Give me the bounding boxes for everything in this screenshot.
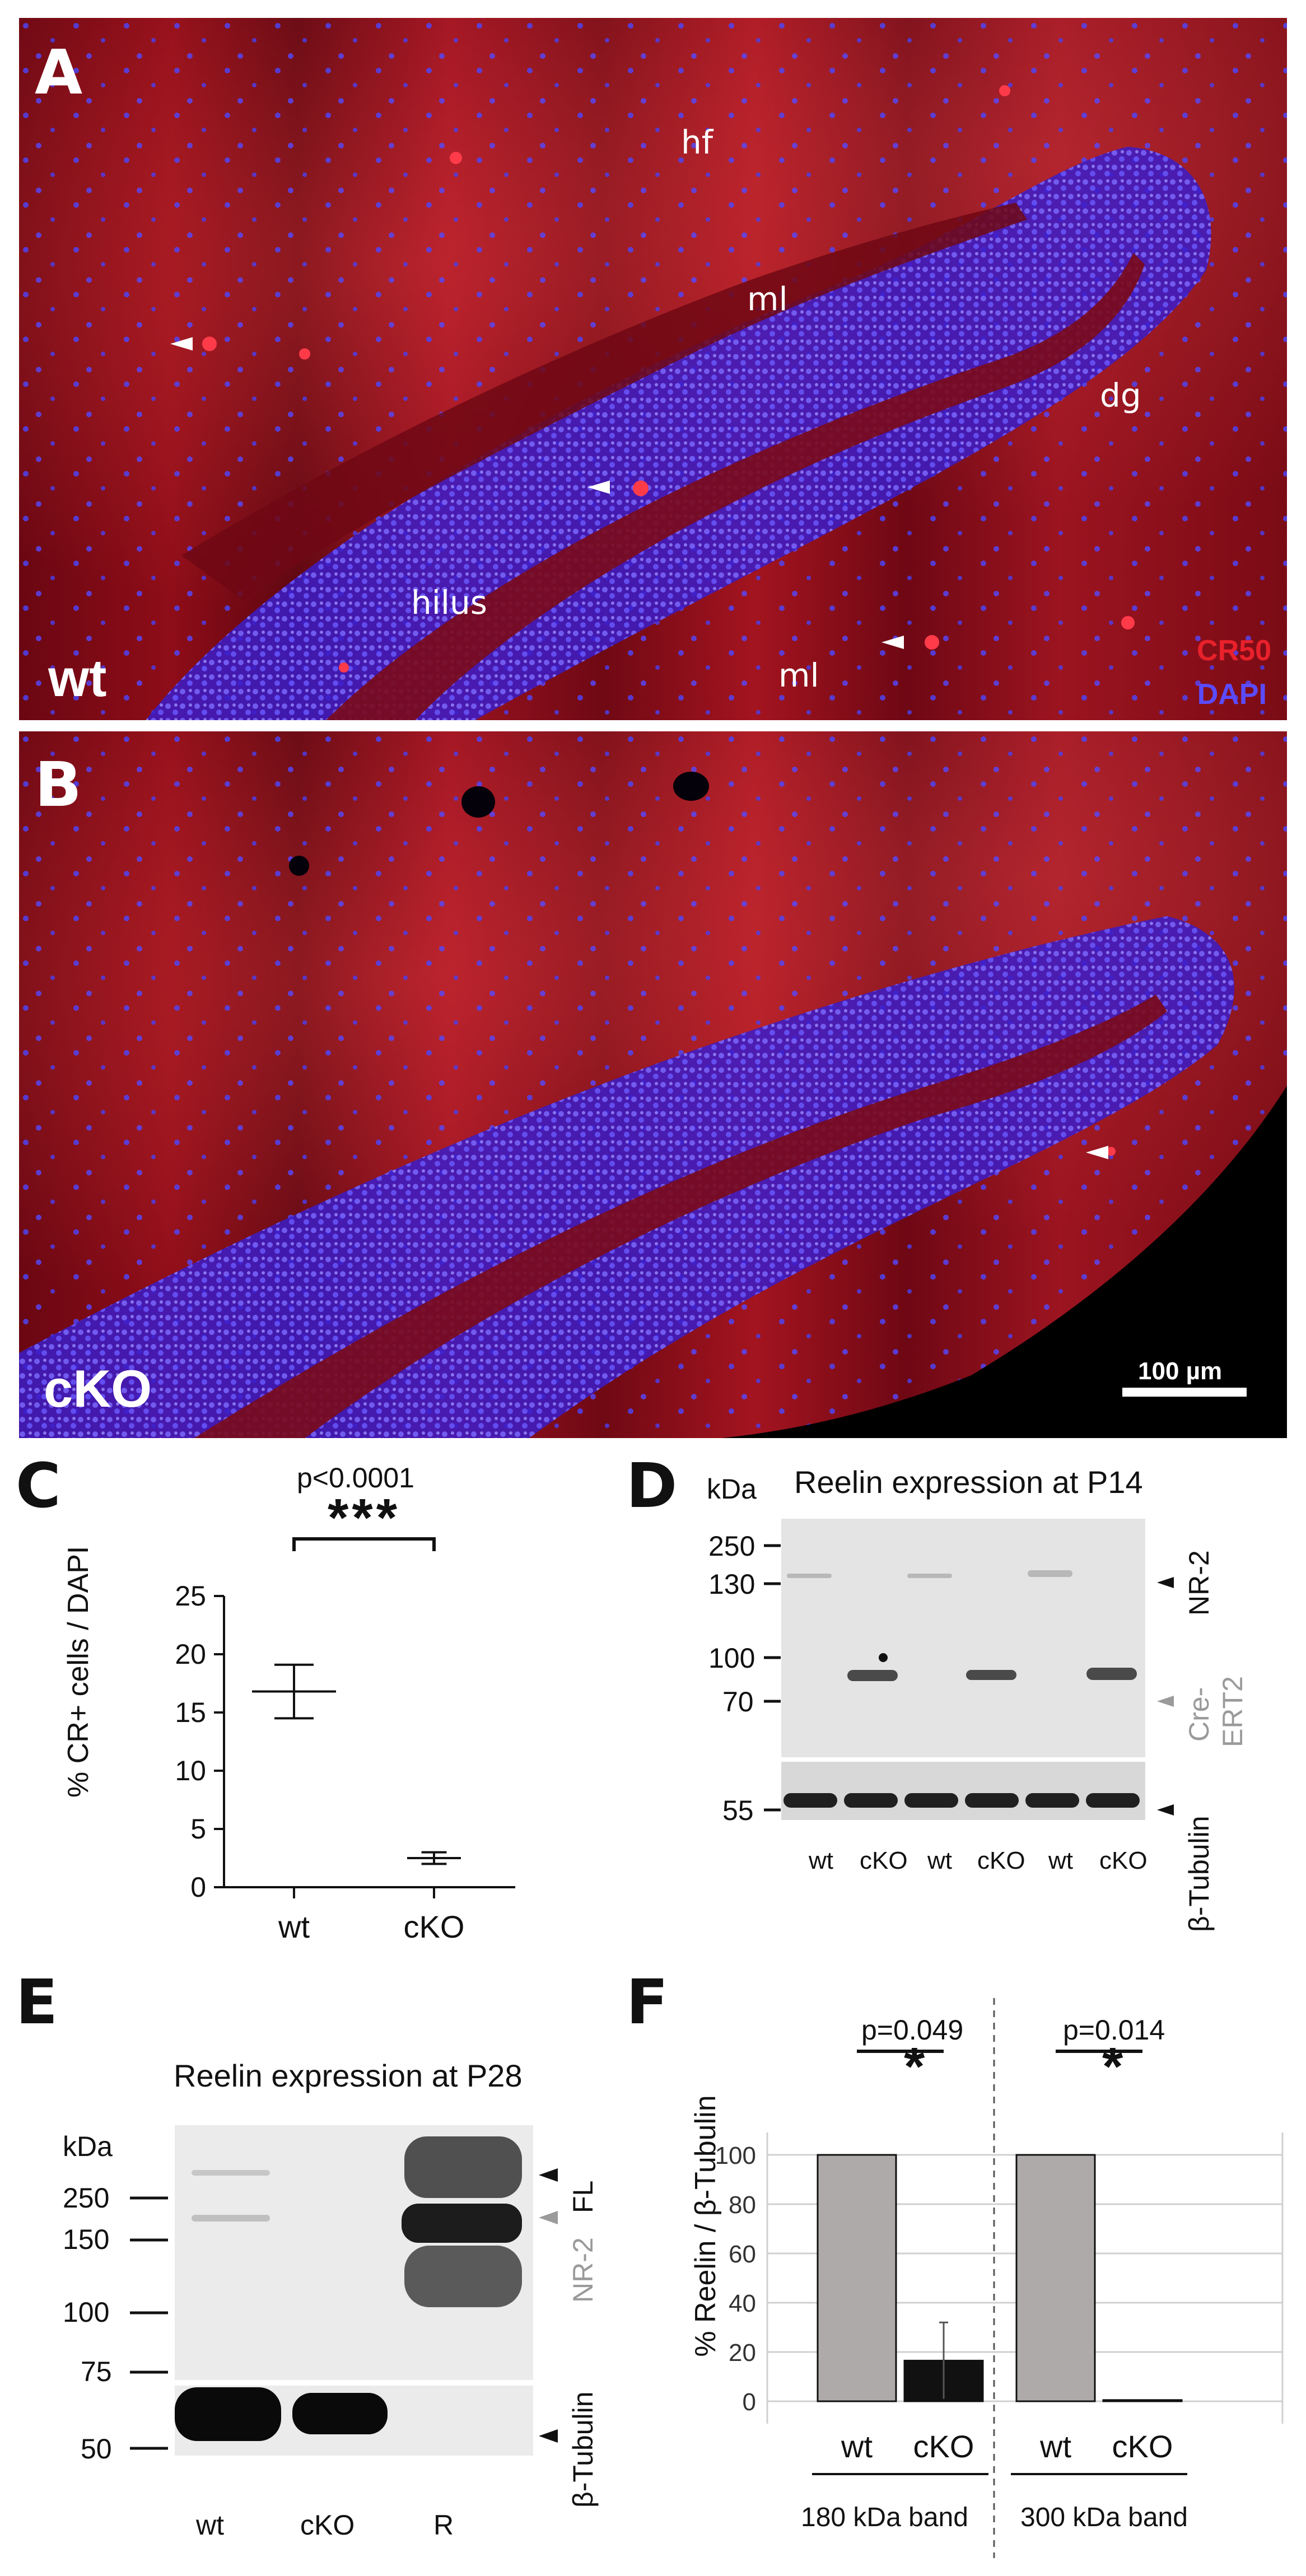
- stars-c: ***: [328, 1488, 401, 1548]
- x-tick-label-f-0-1: cKO: [913, 2429, 974, 2464]
- y-tick-label-c-2: 10: [175, 1755, 206, 1786]
- ylabel-c: % CR+ cells / DAPI: [62, 1546, 95, 1798]
- panel-letter-b: B: [35, 749, 82, 820]
- panel-letter-f: F: [626, 1966, 669, 2038]
- label-ml-top: ml: [747, 280, 788, 318]
- chart-f: 0 20 40 60 80 100 wt cKO wt cKO: [715, 1998, 1284, 2558]
- lane-d-5: wt: [1048, 1847, 1073, 1874]
- y-tick-label-f-4: 80: [729, 2191, 756, 2219]
- label-e-fl: FL: [567, 2180, 599, 2213]
- y-tick-label-c-3: 15: [175, 1697, 206, 1728]
- marker-d-70: 70: [722, 1686, 754, 1718]
- marker-e-150: 150: [63, 2224, 110, 2255]
- y-tick-label-c-0: 0: [190, 1872, 206, 1903]
- lane-d-2: cKO: [860, 1847, 908, 1874]
- chart-c: 0 5 10 15 20 25 wt cKO: [175, 1537, 515, 1944]
- star-f-left: *: [904, 2037, 925, 2097]
- y-tick-label-c-1: 5: [190, 1813, 206, 1845]
- marker-d-55: 55: [722, 1795, 754, 1826]
- kda-e: kDa: [63, 2131, 113, 2162]
- x-tick-label-c-1: cKO: [404, 1909, 465, 1944]
- panel-letter-d: D: [626, 1450, 678, 1522]
- lane-e-2: cKO: [300, 2509, 355, 2541]
- lane-d-4: cKO: [977, 1847, 1025, 1874]
- pvalue-f-right: p=0.014: [1063, 2014, 1165, 2046]
- label-e-tubulin: β-Tubulin: [567, 2391, 599, 2508]
- y-tick-label-f-3: 60: [729, 2241, 756, 2268]
- label-d-cre-2: ERT2: [1217, 1676, 1248, 1747]
- legend-cr50: CR50: [1197, 634, 1271, 667]
- x-tick-label-f-1-0: wt: [1039, 2429, 1071, 2464]
- marker-e-50: 50: [81, 2433, 112, 2465]
- y-tick-label-c-5: 25: [175, 1580, 206, 1612]
- blot-d-bands: [781, 1519, 1145, 1820]
- panel-letter-c: C: [16, 1450, 61, 1522]
- marker-d-100: 100: [708, 1642, 755, 1674]
- x-tick-label-f-1-1: cKO: [1112, 2429, 1173, 2464]
- y-tick-label-c-4: 20: [175, 1639, 206, 1670]
- markers-e: [130, 2168, 558, 2450]
- micrograph-a-drawing: [19, 18, 1287, 720]
- y-tick-label-f-2: 40: [729, 2290, 756, 2317]
- pvalue-f-left: p=0.049: [861, 2014, 964, 2046]
- label-ml-bottom: ml: [778, 656, 819, 694]
- marker-e-100: 100: [63, 2297, 110, 2328]
- marker-d-250: 250: [708, 1530, 755, 1562]
- x-tick-label-c-0: wt: [278, 1909, 310, 1944]
- genotype-label-cko: cKO: [44, 1359, 152, 1418]
- micrograph-a: hf ml dg hilus ml A wt CR50 DAPI: [17, 16, 1289, 722]
- group-label-180: 180 kDa band: [801, 2503, 968, 2532]
- label-hf: hf: [681, 123, 713, 161]
- label-dg: dg: [1100, 376, 1141, 414]
- label-d-nr2: NR-2: [1183, 1550, 1215, 1616]
- micrograph-b-drawing: [19, 731, 1287, 1438]
- y-tick-label-f-1: 20: [729, 2339, 756, 2367]
- label-e-nr2: NR-2: [567, 2237, 599, 2303]
- y-tick-label-f-5: 100: [715, 2142, 756, 2169]
- star-f-right: *: [1102, 2037, 1123, 2097]
- bar-f-0-0: [817, 2154, 897, 2402]
- blot-e: [175, 2125, 533, 2456]
- bar-f-1-1: [1102, 2399, 1183, 2402]
- markers-d: [764, 1544, 1174, 1816]
- label-hilus: hilus: [411, 584, 487, 622]
- title-e: Reelin expression at P28: [174, 2058, 523, 2093]
- lane-e-3: R: [433, 2509, 454, 2541]
- marker-e-75: 75: [81, 2356, 112, 2387]
- bar-f-1-0: [1015, 2154, 1096, 2402]
- panel-letter-e: E: [16, 1966, 58, 2038]
- genotype-label-wt: wt: [48, 648, 107, 707]
- blot-d: [781, 1519, 1145, 1820]
- panel-letter-a: A: [35, 36, 83, 108]
- significance-bracket-c: [292, 1537, 436, 1551]
- x-tick-label-f-0-0: wt: [841, 2429, 873, 2464]
- lane-d-1: wt: [809, 1847, 833, 1874]
- lane-d-3: wt: [927, 1847, 952, 1874]
- lane-d-6: cKO: [1099, 1847, 1148, 1874]
- group-label-300: 300 kDa band: [1020, 2503, 1188, 2532]
- marker-d-130: 130: [708, 1569, 755, 1600]
- legend-dapi: DAPI: [1197, 678, 1267, 711]
- scalebar-label: 100 µm: [1138, 1357, 1223, 1385]
- blot-e-bands: [175, 2125, 533, 2456]
- lane-e-1: wt: [196, 2509, 224, 2541]
- ylabel-f: % Reelin / β-Tubulin: [689, 2095, 722, 2357]
- marker-e-250: 250: [63, 2182, 110, 2214]
- label-d-cre-1: Cre-: [1183, 1687, 1215, 1742]
- y-tick-label-f-0: 0: [743, 2388, 756, 2416]
- kda-d: kDa: [707, 1473, 757, 1505]
- label-d-tubulin: β-Tubulin: [1183, 1816, 1215, 1932]
- pvalue-c: p<0.0001: [297, 1462, 414, 1494]
- title-d: Reelin expression at P14: [794, 1464, 1143, 1500]
- micrograph-b: B cKO 100 µm: [17, 729, 1289, 1440]
